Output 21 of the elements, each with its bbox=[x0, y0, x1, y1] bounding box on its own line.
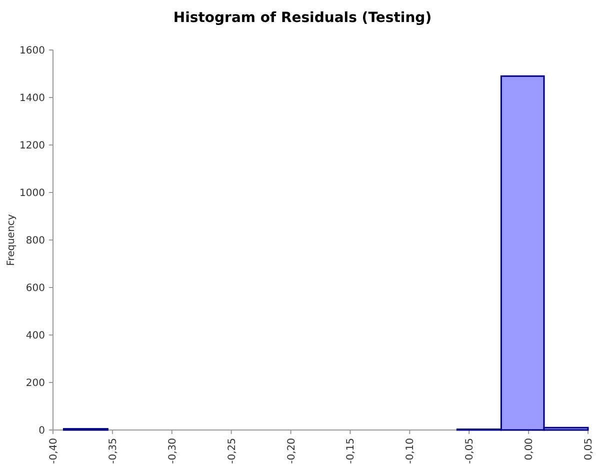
x-tick-label: -0,30 bbox=[167, 438, 178, 464]
y-tick-label: 0 bbox=[38, 426, 45, 436]
x-tick-label: -0,20 bbox=[286, 438, 298, 464]
chart-title: Histogram of Residuals (Testing) bbox=[173, 10, 432, 26]
x-tick-label: -0,15 bbox=[346, 438, 357, 464]
x-tick-label: -0,40 bbox=[48, 438, 60, 464]
y-tick-label: 1000 bbox=[20, 188, 45, 199]
y-tick-label: 1200 bbox=[20, 140, 45, 152]
y-axis-title: Frequency bbox=[6, 214, 17, 266]
x-tick-label: -0,25 bbox=[226, 438, 238, 464]
y-tick-label: 1400 bbox=[20, 93, 45, 104]
x-tick-label: -0,35 bbox=[108, 438, 119, 464]
x-tick-label: 0,05 bbox=[584, 438, 594, 460]
y-tick-label: 1600 bbox=[20, 46, 45, 56]
y-tick-label: 800 bbox=[26, 236, 45, 246]
x-tick-label: -0,05 bbox=[464, 438, 476, 464]
y-tick-label: 200 bbox=[26, 378, 45, 389]
y-tick-label: 400 bbox=[26, 330, 45, 342]
x-tick-label: -0,10 bbox=[405, 438, 416, 464]
y-tick-label: 600 bbox=[26, 283, 45, 294]
x-tick-label: 0,00 bbox=[524, 438, 536, 460]
